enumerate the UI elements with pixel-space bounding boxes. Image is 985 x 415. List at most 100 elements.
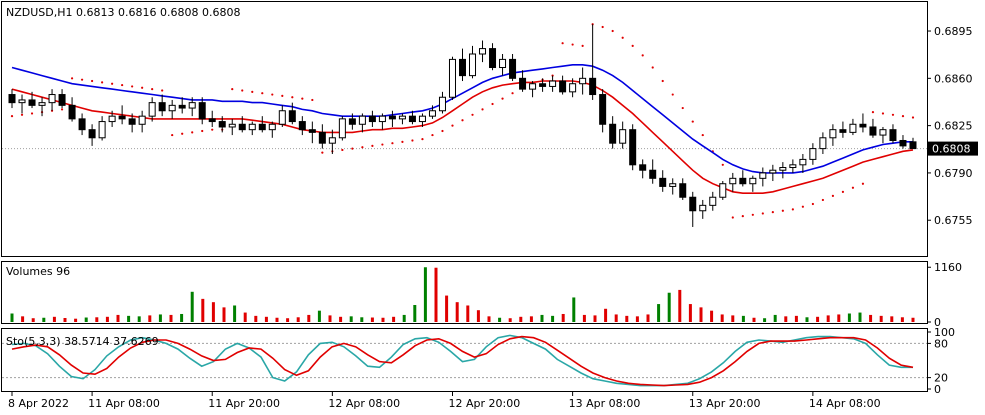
candle xyxy=(388,110,396,127)
sar-dot xyxy=(80,78,84,81)
candle xyxy=(438,91,446,114)
sar-dot xyxy=(671,93,674,96)
candle xyxy=(408,110,416,125)
sar-dot xyxy=(161,89,164,92)
sar-dot xyxy=(601,25,604,29)
candle xyxy=(338,116,346,141)
sar-dot xyxy=(561,42,564,45)
candle-body xyxy=(799,158,807,166)
price-tick-label: 0.6755 xyxy=(934,214,973,227)
sar-dot xyxy=(861,182,865,185)
sar-dot xyxy=(741,215,744,218)
candle xyxy=(869,118,877,138)
stoch-tick-label: 20 xyxy=(934,372,948,385)
candle xyxy=(88,124,96,146)
candle-body xyxy=(338,118,346,139)
sar-dot xyxy=(20,113,24,116)
candle-body xyxy=(589,77,597,96)
sar-dot xyxy=(491,102,494,106)
candle-body xyxy=(609,123,617,144)
candle-body xyxy=(448,58,456,98)
current-price-label: 0.6808 xyxy=(932,143,971,156)
sar-dot xyxy=(30,112,34,115)
sar-dot xyxy=(191,131,194,134)
candle-body xyxy=(298,121,306,131)
candle xyxy=(48,89,56,111)
candle xyxy=(448,56,456,100)
candle xyxy=(659,170,667,192)
sar-dot xyxy=(241,89,244,92)
volume-pane[interactable] xyxy=(1,261,928,324)
sar-dot xyxy=(131,85,134,88)
sar-dot xyxy=(691,120,694,123)
candle-body xyxy=(859,123,867,128)
candle xyxy=(669,178,677,195)
parabolic-sar xyxy=(10,23,915,219)
candle xyxy=(458,48,467,82)
stochastic-lines xyxy=(2,334,927,387)
candle xyxy=(839,121,847,138)
candle xyxy=(529,81,537,98)
sar-dot xyxy=(481,108,484,111)
candle xyxy=(288,102,296,125)
sar-dot xyxy=(871,111,875,114)
candle xyxy=(148,97,156,122)
sar-dot xyxy=(421,138,424,141)
candle-body xyxy=(759,172,767,179)
stoch-tick-label: 100 xyxy=(934,326,955,339)
sar-dot xyxy=(431,133,434,137)
sar-dot xyxy=(611,29,614,33)
sar-dot xyxy=(311,98,314,102)
candle xyxy=(348,113,356,130)
candle xyxy=(358,113,366,133)
time-tick-label: 11 Apr 20:00 xyxy=(208,397,280,410)
candle xyxy=(909,137,917,150)
volume-axis: 1160 0 xyxy=(927,261,962,329)
sar-dot xyxy=(351,147,354,150)
candle-body xyxy=(479,48,487,55)
sar-dot xyxy=(441,129,444,133)
sar-dot xyxy=(271,93,274,96)
price-tick-label: 0.6895 xyxy=(934,25,973,38)
candle-body xyxy=(438,96,446,112)
sar-dot xyxy=(681,106,684,110)
candle-body xyxy=(909,141,917,150)
candle-body xyxy=(368,115,376,123)
sar-dot xyxy=(201,129,204,133)
candle xyxy=(689,191,697,227)
candle-body xyxy=(128,118,136,125)
price-tick-label: 0.6860 xyxy=(934,72,973,85)
candle xyxy=(789,159,797,173)
candle xyxy=(108,110,116,127)
sar-dot xyxy=(291,96,294,99)
candle xyxy=(328,129,336,154)
candle xyxy=(879,126,887,144)
time-tick-label: 14 Apr 08:00 xyxy=(809,397,881,410)
candle xyxy=(58,89,66,109)
candle-body xyxy=(739,177,747,185)
candle-body xyxy=(519,77,527,90)
candle-body xyxy=(18,99,26,104)
candle xyxy=(138,110,146,133)
sar-dot xyxy=(371,144,374,147)
volume-bars xyxy=(10,267,915,322)
candle-body xyxy=(8,94,16,104)
candle-body xyxy=(388,115,396,120)
candle xyxy=(238,116,246,133)
sar-dot xyxy=(211,128,214,131)
price-pane[interactable] xyxy=(1,1,928,257)
candle xyxy=(168,99,176,119)
candle-body xyxy=(28,99,36,106)
candle-body xyxy=(539,83,547,87)
candle-body xyxy=(819,137,827,150)
candle xyxy=(479,40,487,63)
candle xyxy=(118,105,126,125)
candle-body xyxy=(238,123,246,131)
stochastic-pane[interactable] xyxy=(1,328,928,392)
sar-dot xyxy=(801,205,804,208)
candle xyxy=(268,121,276,138)
candle-body xyxy=(599,94,607,125)
time-tick-label: 13 Apr 20:00 xyxy=(689,397,761,410)
candle-body xyxy=(679,183,687,198)
